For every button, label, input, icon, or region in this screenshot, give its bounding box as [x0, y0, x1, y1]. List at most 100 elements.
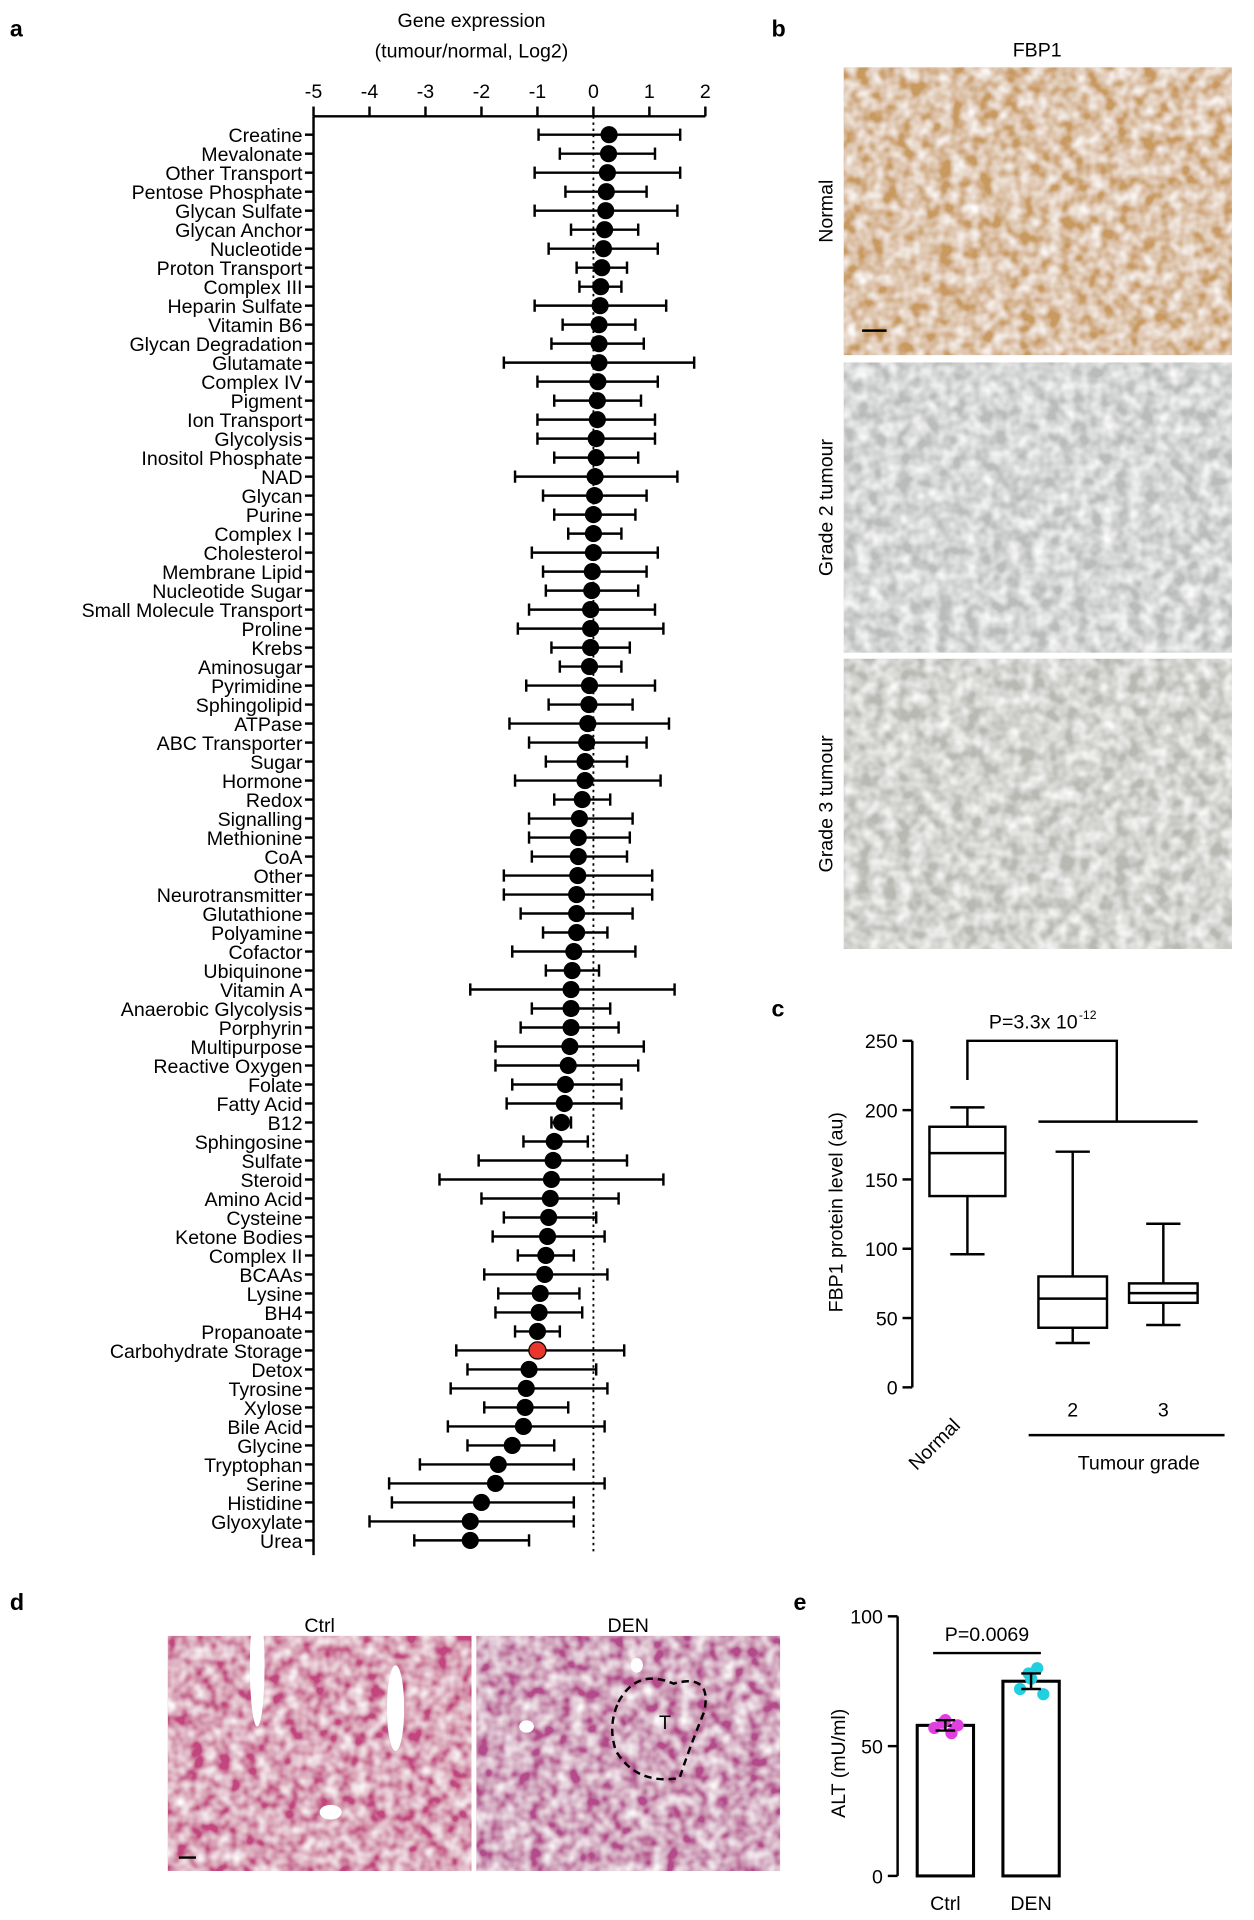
point: [516, 1398, 534, 1417]
category-label: Membrane Lipid: [162, 562, 302, 584]
x-tick-label: -2: [473, 81, 490, 103]
category-label: Ion Transport: [187, 410, 303, 432]
point: [593, 259, 611, 277]
point: [569, 847, 587, 866]
point: [590, 316, 608, 334]
point: [520, 1360, 538, 1379]
x-tick-label: Normal: [905, 1415, 965, 1475]
bar: [1001, 1679, 1061, 1878]
category-label: CoA: [264, 847, 303, 869]
bar: [915, 1723, 976, 1878]
category-label: Nucleotide Sugar: [152, 581, 303, 603]
point: [580, 696, 598, 714]
point: [597, 183, 615, 201]
category-label: Porphyrin: [219, 1018, 303, 1040]
axis-subtitle: (tumour/normal, Log2): [375, 41, 569, 63]
point: [584, 525, 602, 543]
point: [588, 392, 606, 410]
point: [580, 658, 599, 676]
point: [591, 297, 609, 315]
category-label: Bile Acid: [227, 1417, 302, 1439]
point: [552, 1113, 571, 1132]
point: [597, 202, 615, 220]
point: [486, 1474, 505, 1492]
category-label: Glyoxylate: [211, 1512, 303, 1534]
category-label: Tyrosine: [229, 1379, 303, 1401]
panel-letter: d: [10, 1589, 24, 1615]
category-label: Reactive Oxygen: [153, 1056, 302, 1078]
x-tick-label: Ctrl: [930, 1893, 960, 1915]
category-label: Fatty Acid: [217, 1094, 303, 1116]
point: [573, 790, 591, 809]
image-label: Grade 2 tumour: [816, 439, 838, 577]
micrograph: [167, 1635, 472, 1872]
point: [594, 240, 613, 258]
category-label: Creatine: [228, 125, 302, 147]
category-label: Vitamin B6: [208, 315, 302, 337]
category-label: Propanoate: [201, 1322, 302, 1344]
category-label: Glycan Anchor: [175, 220, 303, 242]
x-tick-label: DEN: [1010, 1893, 1051, 1915]
category-label: BCAAs: [239, 1265, 302, 1287]
y-tick-label: 0: [872, 1866, 883, 1888]
point: [592, 278, 610, 296]
point: [541, 1189, 559, 1208]
image-label: DEN: [608, 1615, 649, 1637]
category-label: Detox: [251, 1360, 302, 1382]
category-label: Pyrimidine: [211, 676, 303, 698]
point: [576, 752, 594, 771]
category-label: Lysine: [247, 1284, 303, 1306]
category-label: Polyamine: [211, 923, 303, 945]
category-label: Cysteine: [226, 1208, 302, 1230]
bracket: [966, 1039, 1198, 1123]
category-label: Heparin Sulfate: [168, 296, 303, 318]
category-label: Complex II: [209, 1246, 303, 1268]
point: [568, 923, 586, 942]
panel-letter: b: [771, 16, 785, 42]
point: [568, 885, 586, 904]
point: [540, 1208, 558, 1227]
category-label: Other Transport: [165, 163, 303, 185]
micrograph: [843, 658, 1232, 949]
data-point: [951, 1719, 964, 1732]
image-label: Ctrl: [304, 1615, 334, 1637]
point: [542, 1170, 561, 1189]
point: [514, 1417, 533, 1436]
x-tick-label: 2: [1067, 1400, 1078, 1422]
y-tick-label: 50: [876, 1308, 898, 1330]
y-tick-label: 50: [861, 1736, 883, 1758]
category-label: Methionine: [207, 828, 303, 850]
panel-letter: c: [771, 995, 784, 1021]
point: [590, 354, 608, 372]
category-label: Histidine: [227, 1493, 302, 1515]
point: [489, 1455, 507, 1473]
y-axis-label: FBP1 protein level (au): [826, 1112, 848, 1312]
category-label: Folate: [248, 1075, 303, 1097]
x-tick-label: 1: [644, 81, 655, 103]
category-label: Proline: [242, 619, 303, 641]
data-point: [1013, 1682, 1027, 1696]
axis-title: Gene expression: [397, 10, 545, 32]
point: [555, 1094, 573, 1113]
point: [544, 1151, 562, 1170]
point: [461, 1512, 479, 1530]
category-label: Sphingosine: [195, 1132, 303, 1154]
category-label: Purine: [246, 505, 303, 527]
category-label: Nucleotide: [210, 239, 303, 261]
point: [588, 411, 606, 429]
image-label: Grade 3 tumour: [816, 735, 838, 873]
category-label: Proton Transport: [157, 258, 303, 280]
vessel: [249, 1604, 265, 1727]
point: [579, 715, 597, 733]
category-label: Glutathione: [202, 904, 302, 926]
point: [576, 771, 594, 790]
x-tick-label: -1: [529, 81, 546, 103]
point: [587, 430, 605, 448]
x-tick-label: 2: [700, 81, 711, 103]
category-label: Neurotransmitter: [157, 885, 303, 907]
point: [562, 1018, 580, 1037]
category-label: Glutamate: [212, 353, 302, 375]
point: [584, 506, 602, 524]
point: [563, 961, 581, 980]
